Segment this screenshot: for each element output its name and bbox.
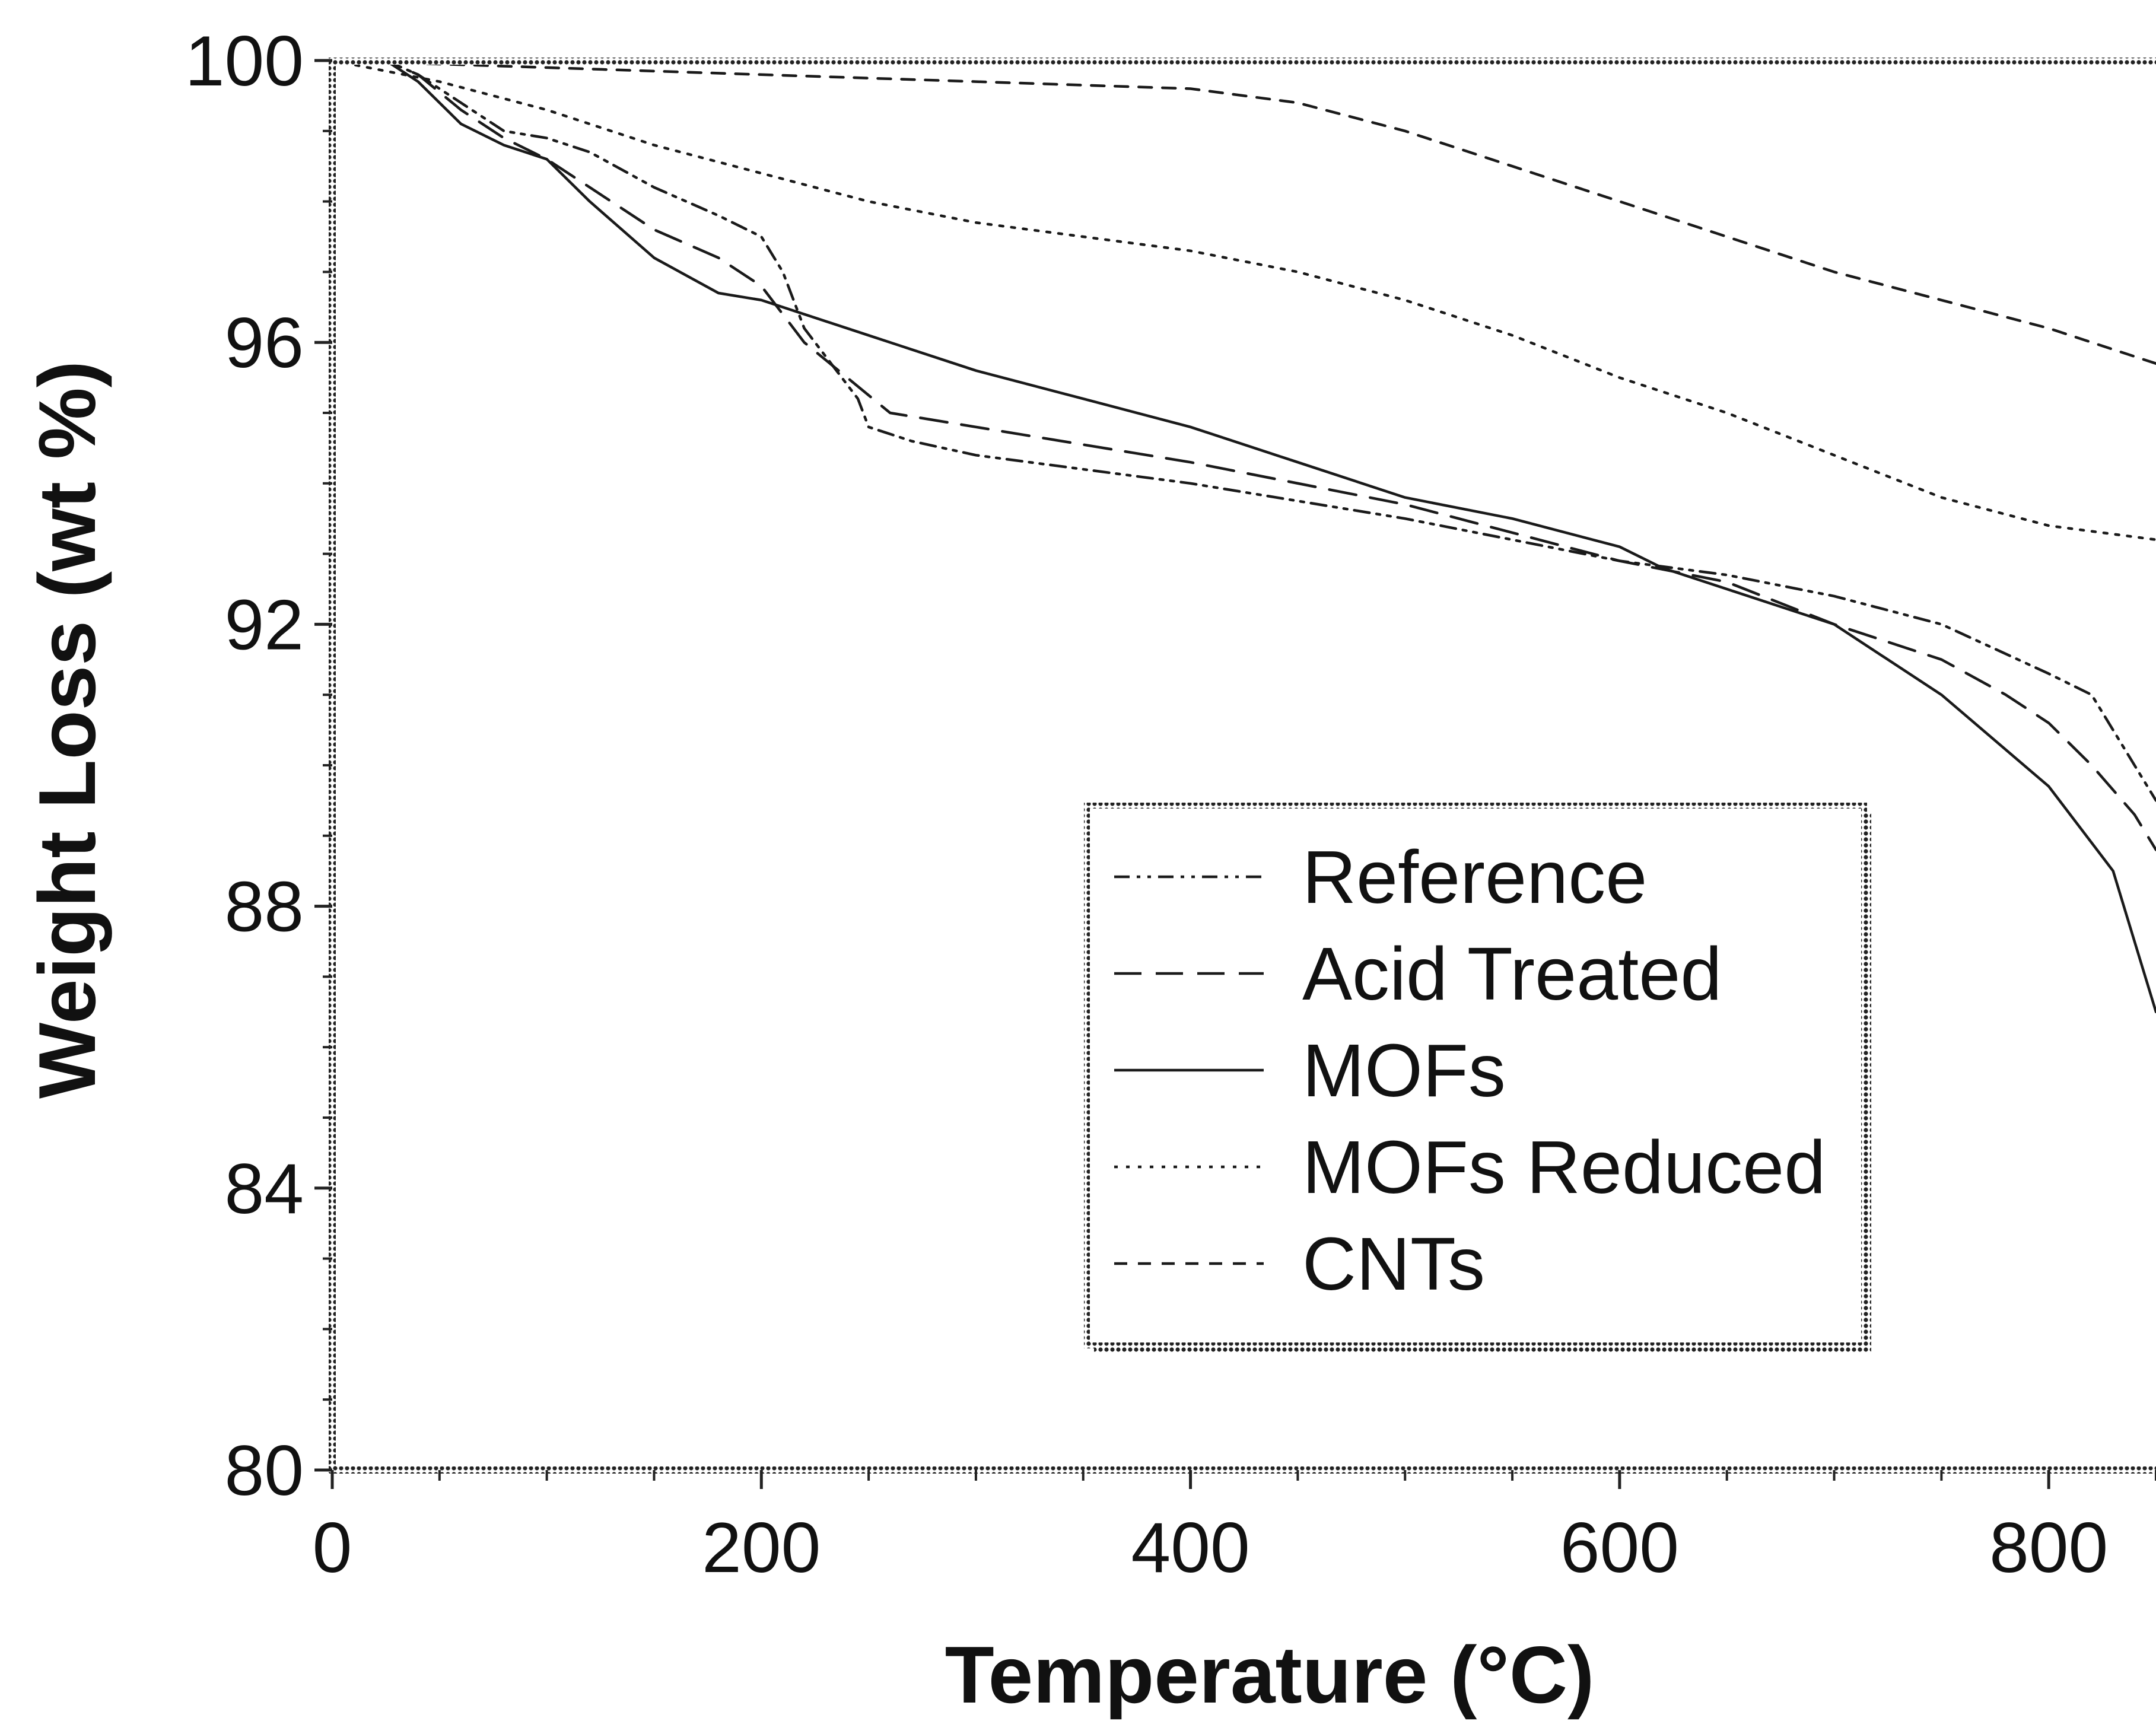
series-line-0 (330, 59, 2156, 802)
legend-items: Reference Acid Treated MOFs MOFs Reduced CNT… (1114, 835, 1826, 1306)
legend-shadow-bottom (1094, 1345, 1871, 1353)
series-layer (330, 59, 2156, 1014)
x-axis-title: Temperature (°C) (945, 1630, 1595, 1720)
y-axis-title: Weight Loss (wt %) (22, 361, 112, 1099)
x-tick-label-1: 200 (702, 1508, 821, 1587)
legend: Reference Acid Treated MOFs MOFs Reduced CNT… (1084, 803, 1871, 1353)
y-tick-label-4: 96 (225, 303, 304, 383)
legend-label-2: MOFs (1302, 1029, 1506, 1112)
y-tick-label-1: 84 (225, 1149, 304, 1229)
y-tick-label-5: 100 (185, 21, 304, 101)
x-tick-label-4: 800 (1989, 1508, 2108, 1587)
legend-label-4: CNTs (1302, 1222, 1485, 1306)
x-axis-line (329, 1466, 2156, 1474)
x-tick-label-0: 0 (313, 1508, 352, 1587)
x-tick-label-2: 400 (1131, 1508, 1249, 1587)
y-tick-label-0: 80 (225, 1431, 304, 1510)
series-line-2 (330, 59, 2156, 1014)
y-tick-label-3: 92 (225, 585, 304, 664)
series-line-3 (330, 59, 2156, 542)
series-line-4 (330, 59, 2156, 365)
legend-shadow-right (1864, 813, 1871, 1353)
legend-frame (1084, 803, 1867, 1348)
y-tick-label-2: 88 (225, 867, 304, 947)
series-line-1 (330, 59, 2156, 851)
ticks-layer: 80 84 88 92 96 100 0 200 400 600 800 (185, 21, 2156, 1587)
legend-label-0: Reference (1302, 835, 1647, 919)
x-tick-label-3: 600 (1560, 1508, 1679, 1587)
legend-label-3: MOFs Reduced (1302, 1125, 1826, 1209)
legend-label-1: Acid Treated (1302, 932, 1722, 1016)
plot-top-border (329, 58, 2156, 65)
